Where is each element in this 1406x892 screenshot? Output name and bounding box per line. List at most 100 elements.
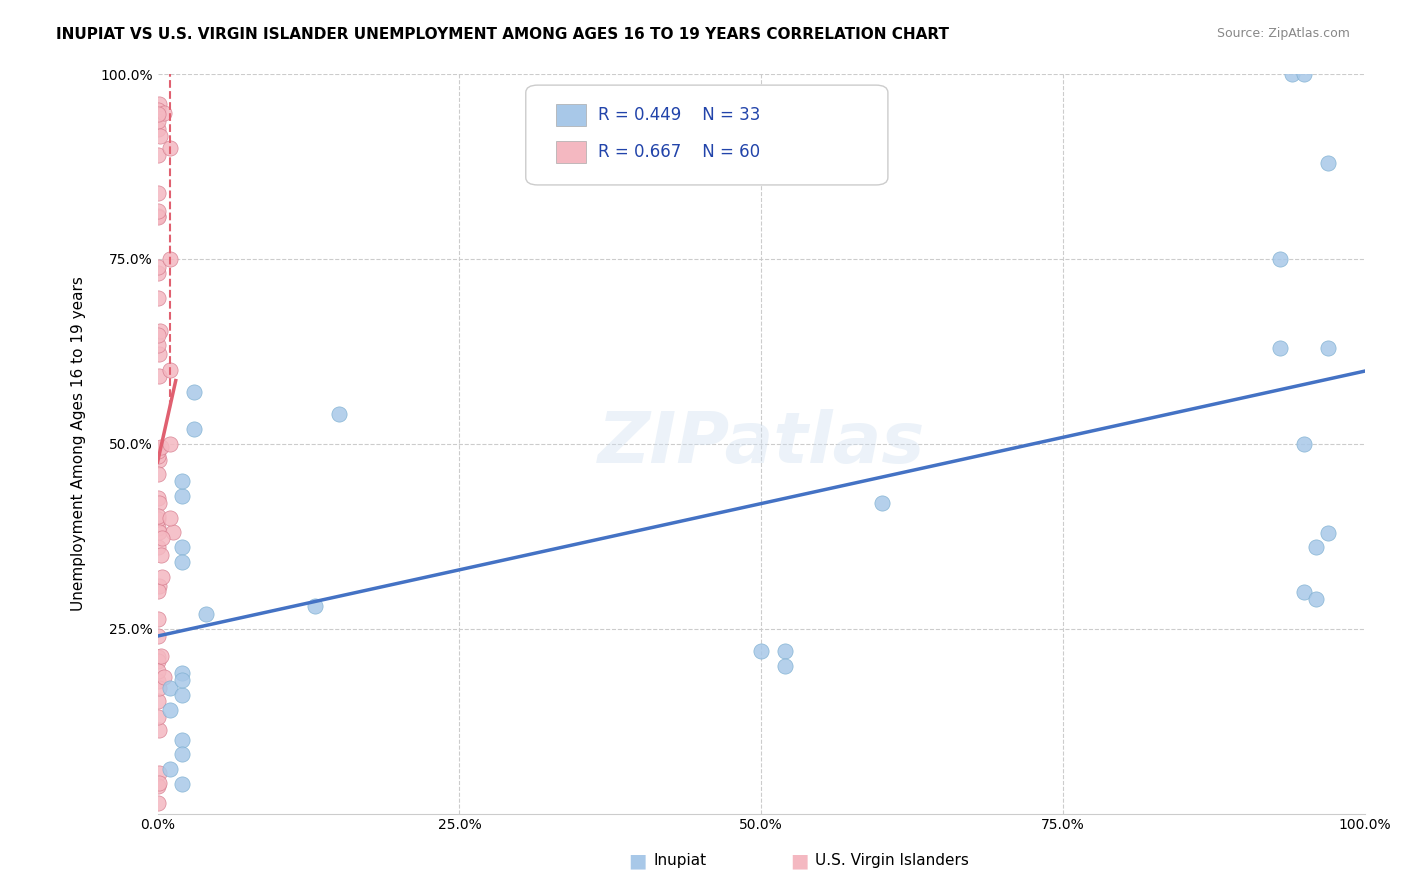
Point: [1281, 67, 1303, 81]
Point: [146, 540, 169, 554]
Point: [146, 113, 169, 128]
Point: [148, 681, 170, 696]
Point: [170, 555, 193, 569]
Point: [146, 508, 169, 523]
Point: [328, 407, 350, 421]
Point: [1305, 592, 1327, 607]
Point: [146, 443, 169, 458]
Point: [148, 496, 170, 510]
Point: [146, 467, 169, 482]
Point: [146, 779, 169, 793]
Point: [170, 747, 193, 762]
FancyBboxPatch shape: [555, 141, 586, 162]
Point: [159, 703, 181, 717]
Point: [159, 762, 181, 776]
Point: [1317, 525, 1340, 540]
Point: [146, 673, 169, 688]
Point: [170, 489, 193, 503]
Point: [183, 384, 205, 399]
Point: [183, 422, 205, 436]
Point: [148, 525, 170, 540]
Point: [146, 612, 169, 626]
Point: [146, 148, 169, 162]
Point: [170, 673, 193, 688]
Point: [148, 723, 170, 737]
Point: [162, 525, 184, 540]
Point: [1317, 155, 1340, 169]
Point: [170, 777, 193, 791]
Point: [148, 328, 170, 343]
Point: [775, 644, 797, 658]
Text: ZIPatlas: ZIPatlas: [598, 409, 925, 478]
Point: [159, 252, 181, 266]
Point: [146, 210, 169, 224]
Point: [148, 775, 170, 789]
Point: [159, 510, 181, 524]
Point: [146, 291, 169, 305]
Text: ■: ■: [790, 851, 808, 871]
Point: [170, 688, 193, 702]
Point: [146, 491, 169, 506]
Text: R = 0.667    N = 60: R = 0.667 N = 60: [598, 143, 761, 161]
FancyBboxPatch shape: [555, 103, 586, 126]
Point: [146, 710, 169, 724]
Point: [146, 204, 169, 219]
Point: [153, 106, 176, 120]
Point: [148, 452, 170, 467]
Point: [146, 584, 169, 599]
Point: [148, 654, 170, 668]
Point: [146, 665, 169, 679]
Point: [170, 541, 193, 555]
Y-axis label: Unemployment Among Ages 16 to 19 years: Unemployment Among Ages 16 to 19 years: [72, 277, 86, 611]
Point: [775, 658, 797, 673]
Point: [159, 141, 181, 155]
Point: [148, 347, 170, 361]
Point: [1294, 67, 1316, 81]
Point: [1270, 341, 1292, 355]
Point: [170, 474, 193, 488]
Text: Inupiat: Inupiat: [654, 854, 707, 868]
Point: [152, 531, 174, 545]
Point: [149, 128, 172, 143]
Point: [159, 681, 181, 695]
Point: [150, 440, 173, 454]
Point: [304, 599, 326, 614]
Point: [153, 670, 176, 684]
Point: [146, 511, 169, 525]
Point: [194, 607, 217, 621]
Text: Source: ZipAtlas.com: Source: ZipAtlas.com: [1216, 27, 1350, 40]
Text: U.S. Virgin Islanders: U.S. Virgin Islanders: [815, 854, 969, 868]
Point: [146, 106, 169, 120]
Point: [146, 442, 169, 456]
Point: [149, 324, 172, 338]
Point: [870, 496, 893, 510]
Point: [170, 732, 193, 747]
Point: [148, 579, 170, 593]
Point: [146, 210, 169, 224]
Point: [150, 570, 173, 584]
Point: [1305, 541, 1327, 555]
Point: [146, 449, 169, 463]
Point: [146, 650, 169, 665]
Point: [146, 260, 169, 274]
Text: R = 0.449    N = 33: R = 0.449 N = 33: [598, 105, 761, 124]
Point: [148, 765, 170, 780]
Point: [148, 97, 170, 112]
Point: [159, 437, 181, 451]
Point: [1294, 584, 1316, 599]
Point: [146, 266, 169, 280]
Point: [146, 521, 169, 535]
Point: [149, 548, 172, 562]
Point: [749, 644, 772, 658]
FancyBboxPatch shape: [526, 85, 889, 185]
Point: [146, 694, 169, 708]
Point: [146, 629, 169, 643]
Point: [146, 122, 169, 136]
Point: [1317, 341, 1340, 355]
Point: [1294, 437, 1316, 451]
Point: [170, 666, 193, 681]
Point: [159, 363, 181, 377]
Point: [146, 338, 169, 352]
Text: ■: ■: [628, 851, 647, 871]
Point: [150, 649, 173, 664]
